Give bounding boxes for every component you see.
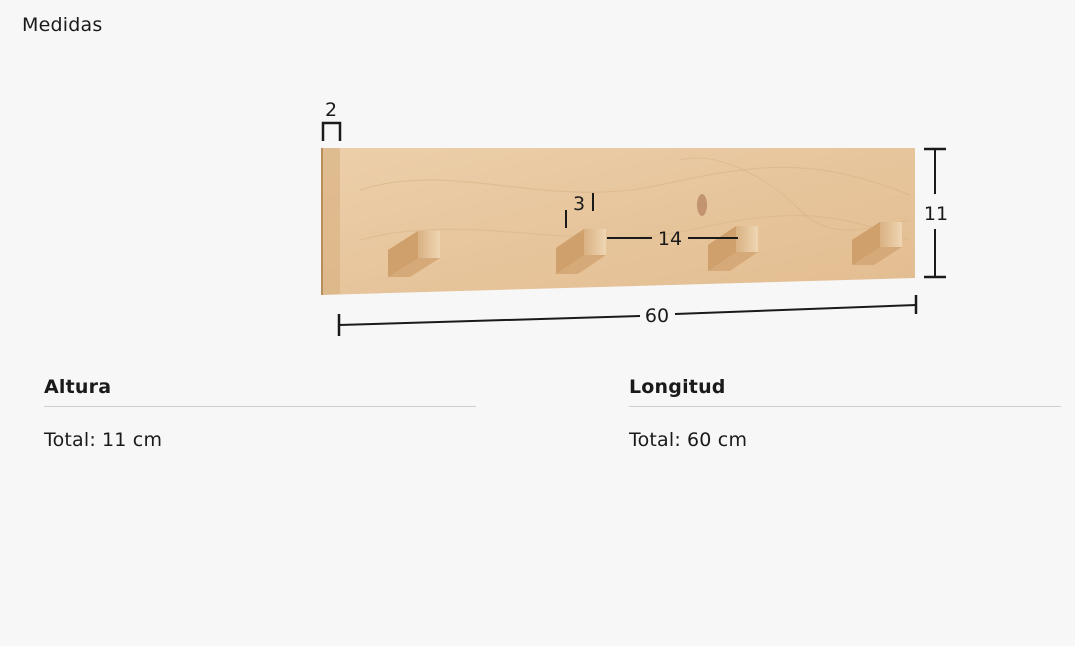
height-total-label: Total: <box>44 429 96 451</box>
length-total-value: 60 cm <box>686 429 748 451</box>
hook-width-dimension: 3 <box>565 193 594 228</box>
hook-spacing-dimension: 14 <box>607 228 738 250</box>
height-heading: Altura <box>44 376 476 407</box>
height-total-value: 11 cm <box>101 429 163 451</box>
hook-width-label: 3 <box>573 193 585 215</box>
thickness-dimension: 2 <box>321 99 342 141</box>
length-heading: Longitud <box>629 376 1061 407</box>
peg-2 <box>556 229 606 274</box>
coat-rack-dimension-diagram: 2 3 14 11 <box>300 90 980 350</box>
peg-1 <box>388 231 440 277</box>
peg-4 <box>852 222 902 265</box>
wood-knot <box>697 194 707 216</box>
diagram-svg: 2 3 14 11 <box>321 99 948 336</box>
section-title: Medidas <box>22 14 103 36</box>
length-dimension: 60 <box>337 295 918 336</box>
hook-spacing-label: 14 <box>658 228 682 250</box>
length-label: 60 <box>645 305 669 327</box>
length-row: Total: 60 cm <box>629 429 1061 451</box>
length-spec: Longitud Total: 60 cm <box>629 376 1061 451</box>
height-spec: Altura Total: 11 cm <box>44 376 476 451</box>
length-total-label: Total: <box>629 429 681 451</box>
height-row: Total: 11 cm <box>44 429 476 451</box>
height-label: 11 <box>924 203 948 225</box>
wooden-board <box>321 148 915 295</box>
height-dimension: 11 <box>924 147 948 279</box>
thickness-label: 2 <box>325 99 337 121</box>
